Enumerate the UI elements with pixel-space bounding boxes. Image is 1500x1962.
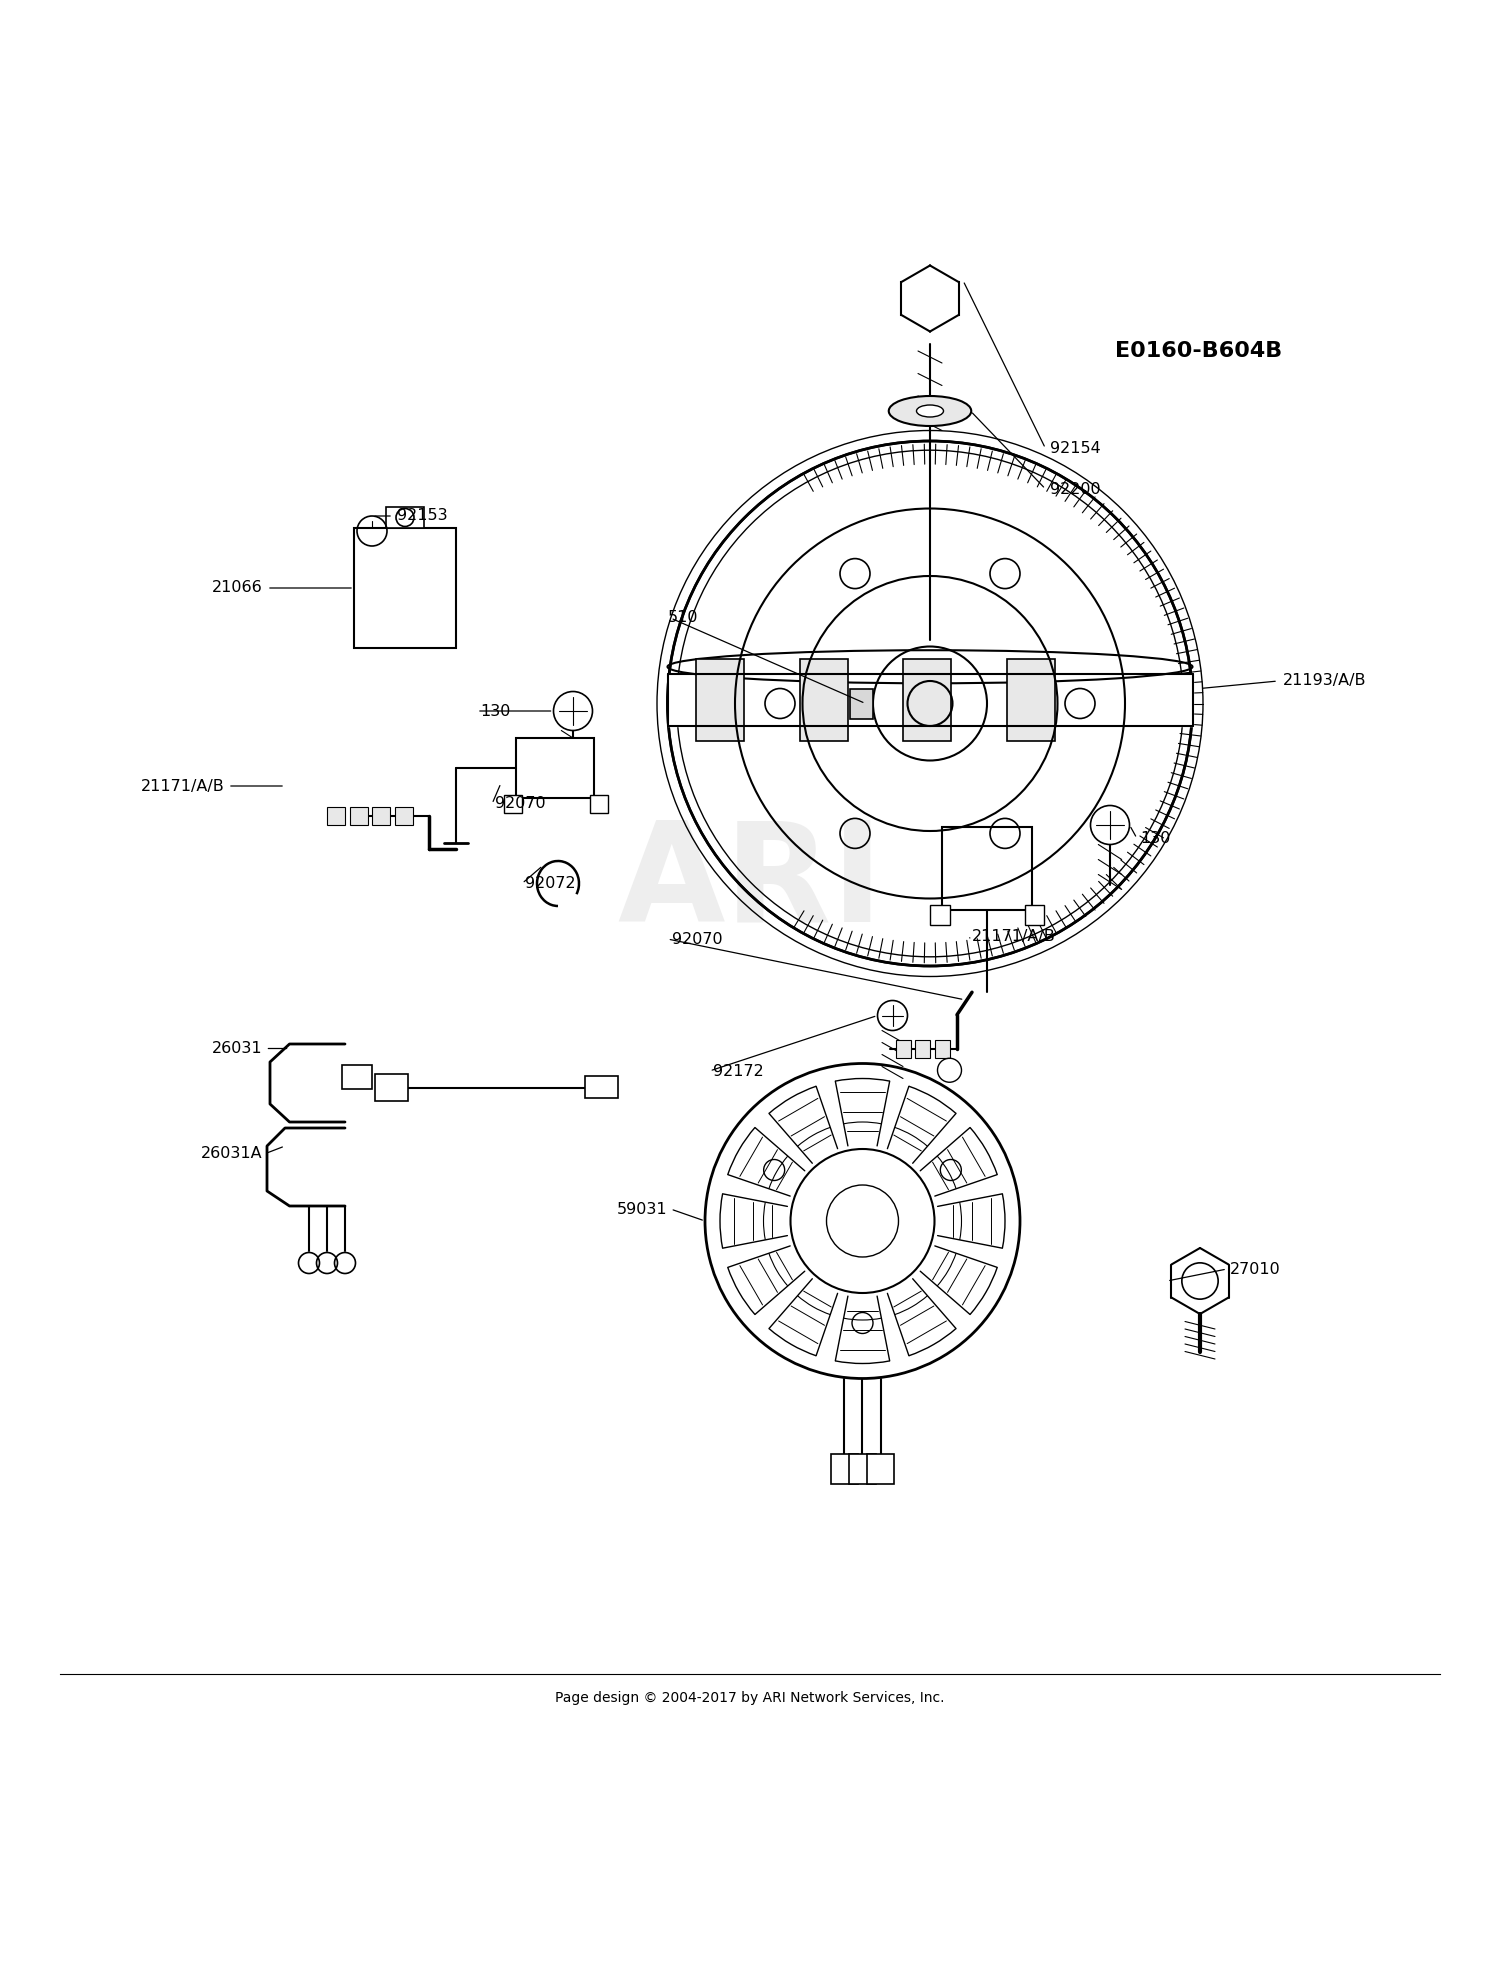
Text: 92072: 92072: [525, 875, 576, 891]
Text: 92070: 92070: [495, 797, 546, 812]
Text: 92172: 92172: [712, 1063, 764, 1079]
Text: 27010: 27010: [1230, 1262, 1281, 1277]
Ellipse shape: [888, 396, 972, 426]
Bar: [915, 1040, 930, 1058]
Text: 21171/A/B: 21171/A/B: [972, 928, 1056, 944]
Ellipse shape: [916, 404, 944, 418]
Text: 510: 510: [668, 610, 698, 626]
Bar: [504, 795, 522, 812]
Bar: [696, 659, 744, 742]
Bar: [831, 1454, 858, 1483]
Bar: [930, 904, 950, 924]
Bar: [934, 1040, 950, 1058]
Bar: [850, 689, 873, 718]
Bar: [516, 738, 594, 799]
Bar: [1007, 659, 1054, 742]
Bar: [800, 659, 847, 742]
Text: 59031: 59031: [616, 1201, 668, 1216]
Bar: [867, 1454, 894, 1483]
Text: 130: 130: [1140, 832, 1170, 846]
Text: 21193/A/B: 21193/A/B: [1282, 673, 1366, 689]
Bar: [375, 1073, 408, 1101]
Bar: [896, 1040, 910, 1058]
Bar: [590, 795, 608, 812]
Text: E0160-B604B: E0160-B604B: [1114, 341, 1282, 361]
Bar: [387, 506, 424, 528]
Text: 21171/A/B: 21171/A/B: [141, 779, 225, 793]
Bar: [342, 1065, 372, 1089]
Bar: [350, 806, 368, 824]
Text: 21066: 21066: [211, 581, 262, 596]
Text: ARI: ARI: [616, 816, 884, 952]
Text: 92200: 92200: [1050, 481, 1101, 496]
Bar: [354, 528, 456, 647]
Text: 92154: 92154: [1050, 441, 1101, 455]
Bar: [903, 659, 951, 742]
Bar: [849, 1454, 876, 1483]
Bar: [585, 1075, 618, 1099]
Bar: [1024, 904, 1044, 924]
Bar: [372, 806, 390, 824]
Text: Page design © 2004-2017 by ARI Network Services, Inc.: Page design © 2004-2017 by ARI Network S…: [555, 1691, 945, 1705]
Bar: [942, 828, 1032, 910]
Text: 92070: 92070: [672, 932, 723, 946]
Text: 92153: 92153: [398, 508, 448, 524]
Text: 130: 130: [480, 704, 510, 718]
Text: 26031: 26031: [211, 1042, 262, 1056]
Bar: [327, 806, 345, 824]
Bar: [394, 806, 412, 824]
Text: 26031A: 26031A: [201, 1146, 262, 1162]
